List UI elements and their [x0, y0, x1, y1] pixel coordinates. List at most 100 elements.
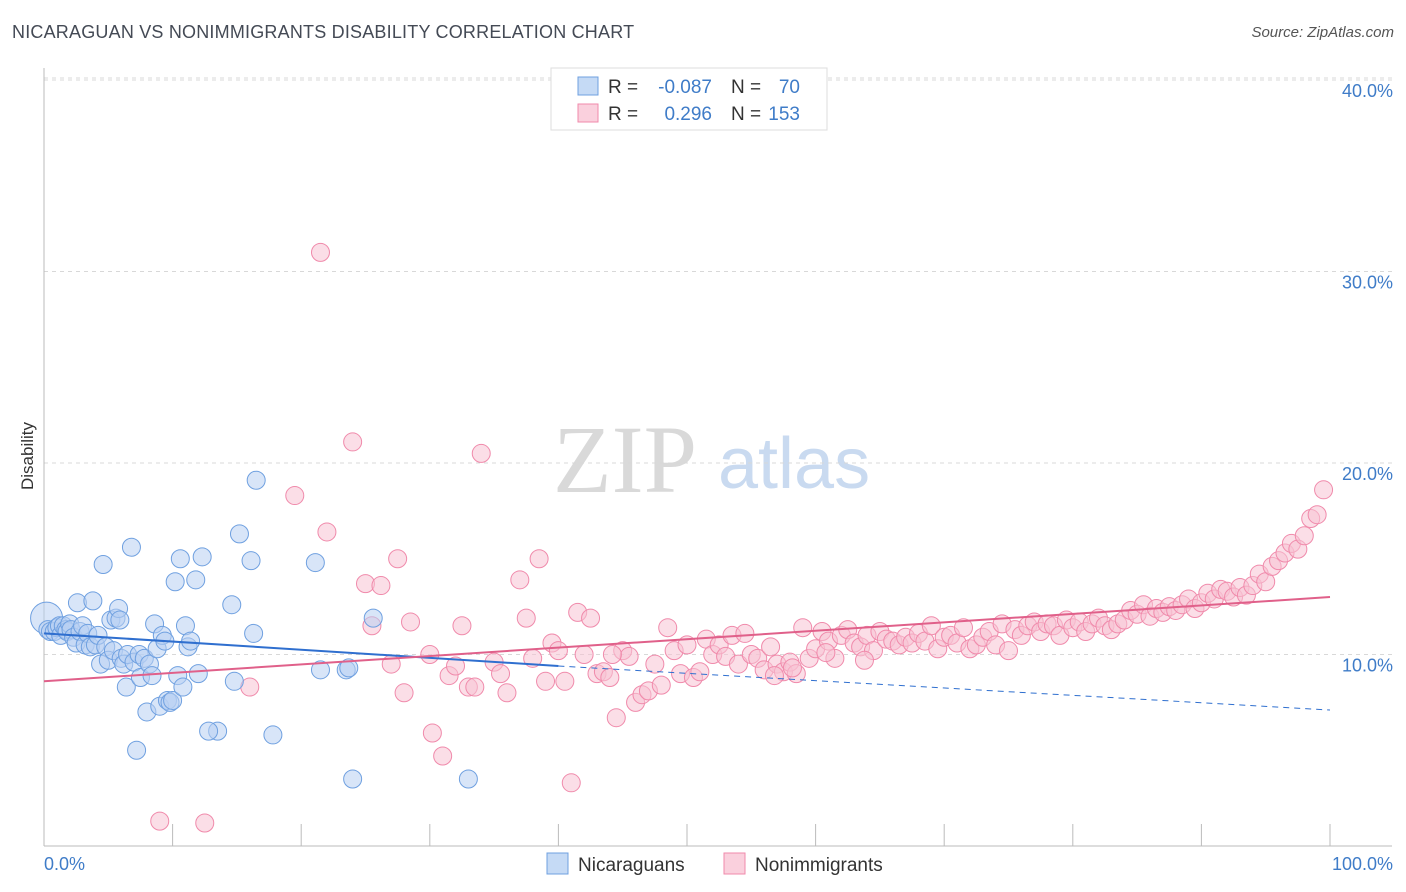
- nonimmigrants-point: [471, 443, 491, 463]
- legend-swatch-nonimmigrants: [577, 103, 599, 123]
- nicaraguans-point: [246, 470, 266, 490]
- nicaraguans-point: [110, 610, 130, 630]
- nonimmigrants-point: [371, 576, 391, 596]
- nicaraguans-point: [188, 664, 208, 684]
- nonimmigrants-point: [465, 677, 485, 697]
- nonimmigrants-point: [555, 671, 575, 691]
- nonimmigrants-point: [1314, 480, 1334, 500]
- nonimmigrants-trend-line: [43, 596, 1331, 683]
- legend-swatch-nicaraguans: [577, 76, 599, 96]
- nonimmigrants-point: [491, 664, 511, 684]
- nicaraguans-point: [263, 725, 283, 745]
- watermark-atlas: atlas: [718, 424, 870, 504]
- legend-r-label-2: R =: [608, 104, 638, 125]
- nonimmigrants-point: [548, 641, 568, 661]
- watermark-zip: ZIP: [553, 406, 697, 513]
- nicaraguans-point: [244, 623, 264, 643]
- axes: [43, 68, 1392, 847]
- nicaraguans-point: [127, 740, 147, 760]
- nonimmigrants-point: [452, 616, 472, 636]
- chart-title: NICARAGUAN VS NONIMMIGRANTS DISABILITY C…: [12, 22, 635, 42]
- legend-bottom-swatch-nicaraguans: [546, 852, 569, 875]
- nicaraguans-point: [83, 591, 103, 611]
- source-label: Source: ZipAtlas.com: [1251, 24, 1394, 41]
- nicaraguans-point: [310, 660, 330, 680]
- nonimmigrants-point: [764, 666, 784, 686]
- legend-bottom: Nicaraguans Nonimmigrants: [546, 852, 883, 876]
- legend-r-label-1: R =: [608, 77, 638, 98]
- nonimmigrants-point: [606, 708, 626, 728]
- x-tick-label: 100.0%: [1332, 854, 1393, 874]
- nonimmigrants-point: [401, 612, 421, 632]
- legend-bottom-label-nonimmigrants: Nonimmigrants: [755, 855, 883, 876]
- nicaraguans-point: [186, 570, 206, 590]
- nicaraguans-trend-extension: [558, 665, 1331, 711]
- nonimmigrants-point: [433, 746, 453, 766]
- x-tick-label: 0.0%: [44, 854, 85, 874]
- nonimmigrants-point: [600, 667, 620, 687]
- trend-lines: [43, 596, 1331, 711]
- nicaraguans-point: [343, 769, 363, 789]
- nonimmigrants-point: [619, 646, 639, 666]
- nonimmigrants-point: [782, 658, 802, 678]
- nicaraguans-point: [121, 537, 141, 557]
- nonimmigrants-point: [1307, 505, 1327, 525]
- nicaraguans-point: [93, 554, 113, 574]
- nonimmigrants-point: [446, 656, 466, 676]
- nonimmigrants-point: [690, 662, 710, 682]
- y-tick-label: 20.0%: [1342, 464, 1393, 484]
- legend-bottom-swatch-nonimmigrants: [723, 852, 746, 875]
- nicaraguans-point: [339, 658, 359, 678]
- nicaraguans-point: [181, 631, 201, 651]
- nonimmigrants-point: [953, 618, 973, 638]
- nonimmigrants-point: [602, 645, 622, 664]
- nicaraguans-point: [458, 769, 478, 789]
- y-axis-title: Disability: [18, 421, 37, 490]
- nicaraguans-point: [163, 690, 183, 710]
- y-tick-label: 40.0%: [1342, 81, 1393, 101]
- nicaraguans-points: [30, 470, 478, 789]
- nonimmigrants-point: [816, 643, 836, 663]
- nonimmigrants-points: [150, 242, 1334, 833]
- legend-n-value-2: 153: [768, 104, 800, 125]
- nonimmigrants-point: [581, 608, 601, 628]
- nonimmigrants-point: [388, 549, 408, 569]
- nonimmigrants-point: [793, 618, 813, 638]
- nonimmigrants-point: [420, 645, 440, 664]
- nonimmigrants-point: [422, 723, 442, 743]
- nonimmigrants-point: [735, 623, 755, 643]
- nonimmigrants-point: [343, 432, 363, 452]
- legend-n-label-2: N =: [731, 104, 761, 125]
- nonimmigrants-point: [195, 813, 215, 833]
- nonimmigrants-point: [645, 654, 665, 674]
- nonimmigrants-point: [561, 773, 581, 793]
- nicaraguans-point: [199, 721, 219, 741]
- nicaraguans-point: [170, 549, 190, 569]
- nicaraguans-point: [363, 608, 383, 628]
- nonimmigrants-point: [854, 650, 874, 670]
- nonimmigrants-point: [999, 641, 1018, 661]
- nonimmigrants-point: [150, 811, 170, 831]
- nicaraguans-point: [305, 553, 325, 573]
- nicaraguans-point: [173, 677, 193, 697]
- nonimmigrants-point: [536, 671, 556, 691]
- nonimmigrants-point: [574, 645, 594, 664]
- y-tick-label: 30.0%: [1342, 273, 1393, 293]
- nicaraguans-point: [229, 524, 249, 544]
- nonimmigrants-point: [728, 654, 748, 674]
- nonimmigrants-point: [651, 675, 671, 695]
- legend-r-value-1: -0.087: [658, 77, 712, 98]
- tick-labels: 10.0% 20.0% 30.0% 40.0% 0.0% 100.0%: [44, 81, 1393, 874]
- nonimmigrants-point: [1294, 526, 1314, 546]
- nonimmigrants-point: [921, 616, 941, 636]
- legend-top: R = -0.087 N = 70 R = 0.296 N = 153: [550, 67, 828, 131]
- nicaraguans-point: [241, 551, 261, 571]
- nonimmigrants-point: [510, 570, 530, 590]
- nonimmigrants-point: [761, 637, 781, 657]
- nonimmigrants-point: [394, 683, 414, 703]
- nonimmigrants-point: [317, 522, 337, 542]
- nonimmigrants-point: [285, 486, 305, 506]
- nicaraguans-point: [192, 547, 212, 567]
- nicaraguans-point: [165, 572, 185, 592]
